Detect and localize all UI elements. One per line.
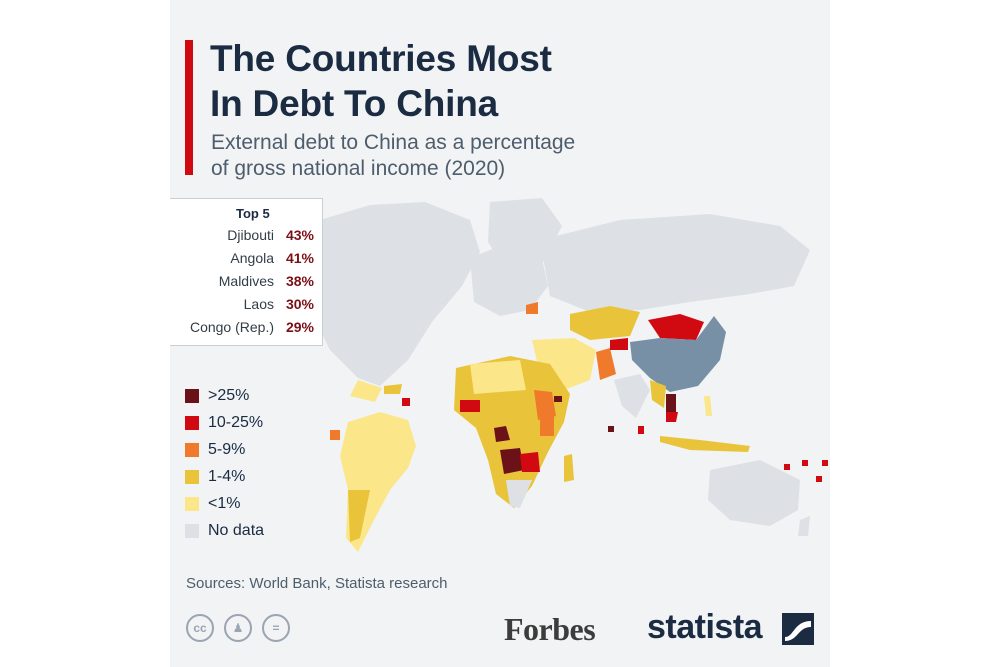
cc-icon[interactable]: cc — [186, 614, 214, 642]
map-cambodia — [666, 412, 678, 422]
title-accent-bar — [185, 40, 193, 175]
map-afghanistan — [610, 338, 628, 350]
top5-value: 38% — [285, 273, 314, 289]
attribution-icon[interactable]: ♟ — [224, 614, 252, 642]
top5-row: Angola 41% — [170, 247, 314, 269]
map-india — [614, 374, 650, 418]
map-caribbean-2 — [402, 398, 410, 406]
map-angola — [500, 448, 524, 474]
top5-country: Maldives — [218, 273, 274, 289]
map-north-america — [310, 202, 480, 386]
legend-item: 10-25% — [185, 413, 325, 435]
legend-swatch — [185, 497, 199, 511]
subtitle-line-2: of gross national income (2020) — [211, 157, 506, 180]
top5-row: Maldives 38% — [170, 270, 314, 292]
map-kazakhstan — [570, 306, 640, 340]
top5-country: Angola — [230, 250, 274, 266]
map-philippines — [704, 396, 712, 416]
map-southern-africa — [506, 480, 532, 508]
legend-item: 5-9% — [185, 440, 325, 462]
map-congo-rep — [494, 426, 510, 442]
legend-label: <1% — [208, 495, 241, 512]
map-laos — [666, 394, 676, 412]
top5-row: Congo (Rep.) 29% — [170, 316, 314, 338]
map-maldives — [608, 426, 614, 432]
legend-swatch — [185, 389, 199, 403]
legend-label: 1-4% — [208, 468, 246, 485]
map-china — [630, 316, 726, 392]
legend-label: >25% — [208, 387, 250, 404]
map-ecuador — [330, 430, 340, 440]
map-australia — [708, 460, 800, 526]
forbes-logo[interactable]: Forbes — [504, 611, 596, 647]
top5-country: Congo (Rep.) — [189, 319, 274, 335]
map-mongolia — [648, 314, 704, 340]
legend-swatch — [185, 524, 199, 538]
title-line-2: In Debt To China — [210, 83, 498, 124]
infographic-card: The Countries Most In Debt To China Exte… — [170, 0, 830, 667]
map-indonesia — [660, 436, 750, 452]
top5-country: Laos — [243, 296, 274, 312]
map-madagascar — [564, 454, 574, 482]
legend-swatch — [185, 416, 199, 430]
top5-value: 30% — [285, 296, 314, 312]
map-pacific-island-4 — [822, 460, 828, 466]
no-derivatives-icon[interactable]: = — [262, 614, 290, 642]
map-pacific-island-2 — [802, 460, 808, 466]
map-pacific-island-3 — [816, 476, 822, 482]
page-title: The Countries Most In Debt To China — [210, 36, 552, 126]
legend-label: No data — [208, 522, 265, 539]
top5-title: Top 5 — [236, 206, 270, 221]
subtitle: External debt to China as a percentage o… — [211, 130, 575, 182]
legend-item: <1% — [185, 494, 325, 516]
map-europe — [470, 242, 548, 316]
top5-row: Laos 30% — [170, 293, 314, 315]
legend-label: 5-9% — [208, 441, 246, 458]
top5-value: 43% — [285, 227, 314, 243]
map-myanmar — [650, 380, 666, 408]
map-pacific-island-1 — [784, 464, 790, 470]
legend-swatch — [185, 470, 199, 484]
map-djibouti — [554, 396, 562, 402]
map-ethiopia — [534, 390, 556, 420]
map-argentina — [348, 490, 370, 542]
map-zambia — [520, 452, 540, 472]
map-central-america — [350, 380, 382, 402]
top5-value: 41% — [285, 250, 314, 266]
map-new-zealand — [798, 516, 810, 536]
legend-item: No data — [185, 521, 325, 543]
top5-value: 29% — [285, 319, 314, 335]
world-map — [285, 198, 828, 552]
sources-note: Sources: World Bank, Statista research — [186, 575, 448, 592]
subtitle-line-1: External debt to China as a percentage — [211, 131, 576, 154]
legend-item: 1-4% — [185, 467, 325, 489]
map-kenya — [540, 414, 554, 436]
legend-label: 10-25% — [208, 414, 264, 431]
statista-logo[interactable]: statista — [647, 608, 763, 646]
map-russia — [540, 214, 810, 312]
map-belarus — [526, 302, 538, 314]
top5-row: Djibouti 43% — [170, 224, 314, 246]
legend-swatch — [185, 443, 199, 457]
top5-country: Djibouti — [227, 227, 274, 243]
title-line-1: The Countries Most — [210, 38, 552, 79]
top5-panel: Top 5 Djibouti 43% Angola 41% Maldives 3… — [170, 198, 323, 346]
map-west-africa — [460, 400, 480, 412]
statista-logo-mark-icon — [782, 613, 814, 645]
map-sri-lanka — [638, 426, 644, 434]
map-pakistan — [596, 348, 616, 380]
map-sahara — [470, 360, 526, 394]
legend-item: >25% — [185, 386, 325, 408]
map-caribbean-1 — [384, 384, 402, 394]
